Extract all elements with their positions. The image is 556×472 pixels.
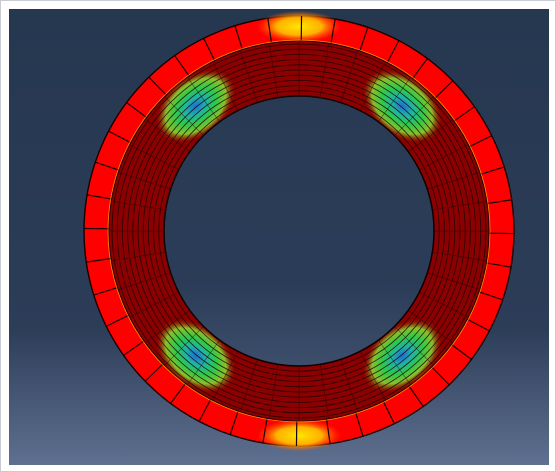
element-edge — [469, 135, 492, 148]
element-edge — [95, 161, 120, 171]
inner-element-edge — [187, 77, 220, 122]
inner-element-edge — [432, 200, 487, 211]
element-edge — [466, 318, 490, 332]
inner-element-edge — [212, 61, 238, 111]
element-edge — [478, 291, 503, 301]
inner-element-edge — [419, 144, 469, 170]
inner-element-edge — [240, 359, 258, 412]
element-edge — [126, 102, 147, 118]
inner-element-edge — [268, 364, 279, 419]
inner-element-edge — [319, 364, 330, 419]
inner-element-edge — [240, 50, 258, 103]
inner-element-edge — [378, 77, 411, 122]
element-edge — [434, 80, 454, 99]
element-edge — [486, 199, 512, 205]
element-edge — [198, 398, 212, 422]
element-edge — [480, 166, 505, 175]
element-edge — [386, 40, 400, 64]
inner-element-edge — [212, 351, 238, 401]
element-edge — [86, 257, 112, 263]
element-edge — [86, 194, 112, 200]
element-edge — [262, 418, 268, 444]
inner-element-edge — [111, 251, 166, 262]
element-edge — [170, 383, 186, 404]
element-edge — [234, 25, 243, 50]
inner-element-edge — [427, 272, 480, 290]
inner-element-edge — [340, 359, 358, 412]
inner-element-edge — [118, 172, 171, 190]
element-edge — [267, 18, 273, 44]
inner-element-edge — [408, 119, 453, 152]
inner-element-edge — [419, 292, 469, 318]
fea-render — [9, 9, 549, 465]
inner-element-edge — [129, 144, 179, 170]
inner-element-edge — [118, 272, 171, 290]
inner-element-edge — [187, 340, 220, 385]
element-edge — [144, 363, 164, 382]
interface-line — [107, 39, 491, 423]
element-edge — [382, 401, 395, 424]
inner-element-edge — [319, 43, 330, 98]
inner-element-edge — [427, 172, 480, 190]
ring-model — [83, 10, 515, 452]
inner-element-edge — [111, 200, 166, 211]
inner-element-edge — [164, 96, 204, 136]
element-edge — [123, 340, 145, 356]
hot-zone-bottom — [257, 419, 341, 452]
element-edge — [408, 385, 424, 407]
inner-element-edge — [432, 251, 487, 262]
element-edge — [229, 410, 239, 435]
element-edge — [451, 344, 472, 360]
element-edge — [325, 418, 331, 444]
inner-element-edge — [408, 310, 453, 343]
element-edge — [174, 55, 190, 77]
ring-hole-shade — [165, 97, 433, 365]
inner-element-edge — [145, 119, 190, 152]
element-edge — [412, 58, 428, 79]
element-edge — [203, 38, 216, 61]
hot-zone-top — [257, 10, 341, 43]
element-edge — [431, 366, 450, 386]
element-edge — [106, 314, 129, 327]
inner-element-edge — [394, 96, 434, 136]
inner-element-edge — [129, 292, 179, 318]
inner-element-edge — [394, 326, 434, 366]
element-edge — [108, 130, 132, 144]
element-edge — [93, 287, 118, 296]
element-edge — [486, 262, 512, 268]
viewport-canvas[interactable] — [9, 9, 549, 465]
inner-element-edge — [360, 61, 386, 111]
inner-element-edge — [340, 50, 358, 103]
element-edge — [148, 76, 167, 96]
element-edge — [453, 106, 475, 122]
element-edge — [359, 27, 369, 52]
inner-element-edge — [268, 43, 279, 98]
inner-element-edge — [378, 340, 411, 385]
inner-element-edge — [360, 351, 386, 401]
element-edge — [355, 412, 364, 437]
inner-element-edge — [145, 310, 190, 343]
element-edge — [330, 18, 336, 44]
inner-element-edge — [164, 326, 204, 366]
